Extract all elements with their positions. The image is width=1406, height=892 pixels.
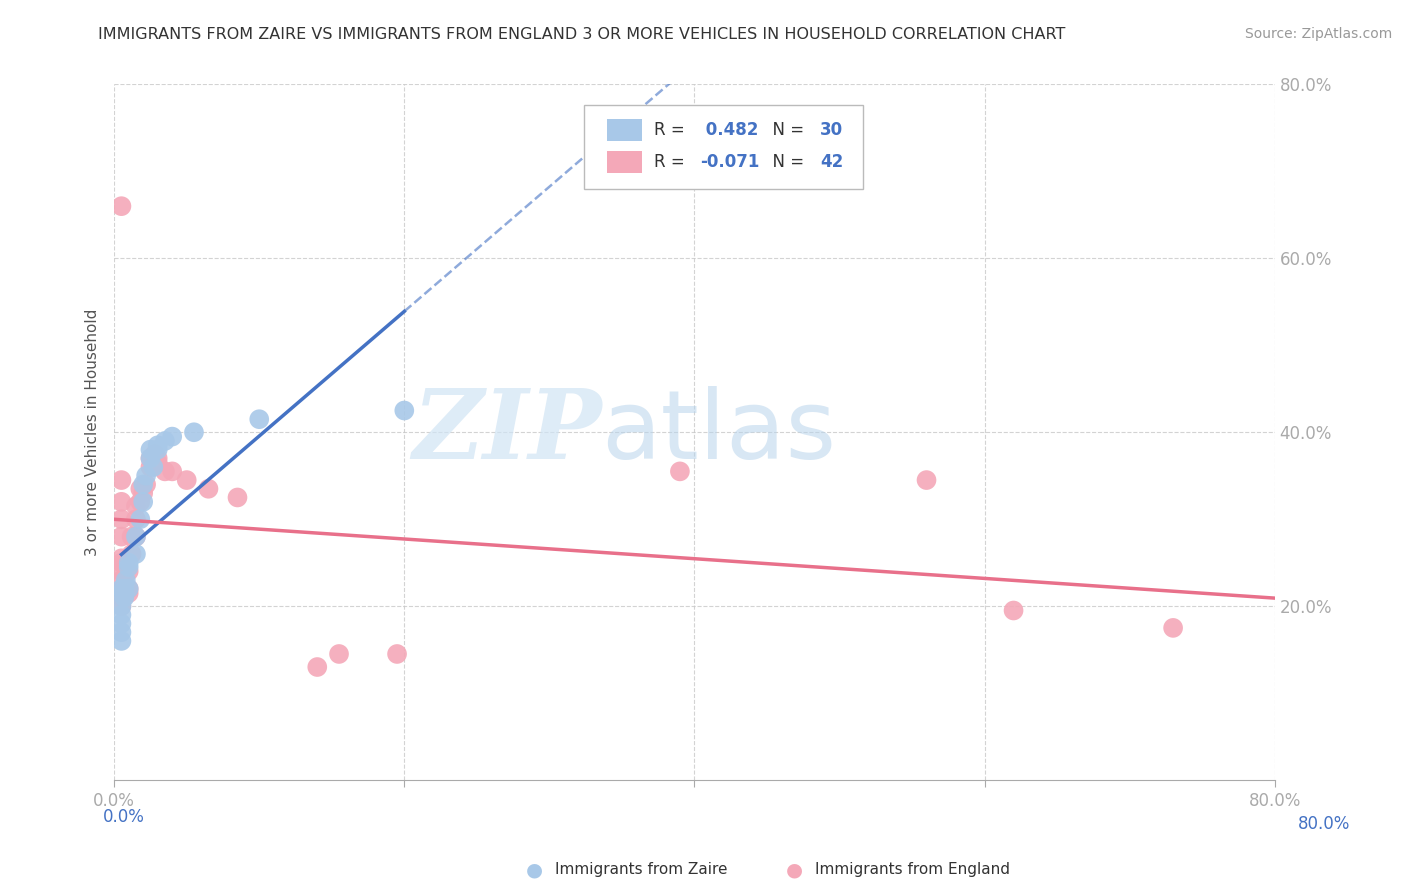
Text: Source: ZipAtlas.com: Source: ZipAtlas.com	[1244, 27, 1392, 41]
Point	[183, 425, 205, 440]
Point	[135, 468, 157, 483]
Point	[307, 660, 329, 674]
Point	[146, 438, 169, 452]
Text: IMMIGRANTS FROM ZAIRE VS IMMIGRANTS FROM ENGLAND 3 OR MORE VEHICLES IN HOUSEHOLD: IMMIGRANTS FROM ZAIRE VS IMMIGRANTS FROM…	[98, 27, 1066, 42]
Point	[1002, 603, 1025, 617]
Point	[110, 551, 132, 566]
Point	[129, 512, 152, 526]
Point	[110, 556, 132, 570]
Point	[110, 512, 132, 526]
Point	[110, 616, 132, 631]
Point	[110, 582, 132, 596]
Point	[139, 442, 162, 457]
FancyBboxPatch shape	[583, 105, 863, 189]
Text: N =: N =	[762, 153, 808, 171]
Y-axis label: 3 or more Vehicles in Household: 3 or more Vehicles in Household	[86, 309, 100, 556]
Point	[110, 582, 132, 596]
Text: Immigrants from England: Immigrants from England	[815, 863, 1011, 877]
Point	[110, 591, 132, 605]
Point	[915, 473, 938, 487]
Text: ●: ●	[786, 860, 803, 880]
Point	[110, 607, 132, 622]
Text: ●: ●	[526, 860, 543, 880]
Point	[142, 460, 165, 475]
Point	[146, 442, 169, 457]
Point	[110, 586, 132, 600]
Point	[125, 530, 148, 544]
Text: 0.482: 0.482	[700, 121, 759, 139]
Point	[197, 482, 219, 496]
Point	[110, 530, 132, 544]
Point	[146, 451, 169, 466]
Point	[176, 473, 198, 487]
Point	[110, 634, 132, 648]
Point	[110, 599, 132, 614]
Point	[125, 499, 148, 513]
Point	[1161, 621, 1184, 635]
Point	[669, 464, 692, 478]
Text: 80.0%: 80.0%	[1298, 814, 1350, 833]
Point	[110, 495, 132, 509]
Text: N =: N =	[762, 121, 808, 139]
Point	[112, 591, 135, 605]
Point	[132, 495, 155, 509]
Point	[226, 491, 249, 505]
Point	[118, 586, 141, 600]
Point	[112, 582, 135, 596]
Point	[139, 451, 162, 466]
Point	[247, 412, 270, 426]
Point	[328, 647, 350, 661]
Point	[121, 547, 143, 561]
Point	[114, 573, 136, 587]
Text: R =: R =	[654, 153, 690, 171]
Point	[121, 530, 143, 544]
Point	[139, 451, 162, 466]
Point	[118, 582, 141, 596]
FancyBboxPatch shape	[607, 120, 643, 142]
Text: Immigrants from Zaire: Immigrants from Zaire	[555, 863, 728, 877]
Point	[118, 565, 141, 579]
Text: ZIP: ZIP	[412, 385, 602, 479]
Point	[125, 547, 148, 561]
Point	[110, 565, 132, 579]
Point	[118, 582, 141, 596]
Point	[132, 486, 155, 500]
Point	[153, 434, 176, 448]
Point	[160, 429, 183, 443]
Point	[125, 530, 148, 544]
Point	[110, 573, 132, 587]
Text: 42: 42	[820, 153, 844, 171]
Point	[129, 495, 152, 509]
Point	[132, 477, 155, 491]
Point	[125, 512, 148, 526]
Text: -0.071: -0.071	[700, 153, 759, 171]
Text: R =: R =	[654, 121, 690, 139]
Text: 30: 30	[820, 121, 842, 139]
Point	[160, 464, 183, 478]
Point	[118, 556, 141, 570]
FancyBboxPatch shape	[607, 152, 643, 173]
Point	[110, 599, 132, 614]
Point	[135, 477, 157, 491]
Point	[143, 447, 166, 461]
Point	[385, 647, 408, 661]
Point	[118, 560, 141, 574]
Text: atlas: atlas	[602, 385, 837, 479]
Point	[129, 482, 152, 496]
Point	[139, 460, 162, 475]
Text: 0.0%: 0.0%	[103, 808, 145, 826]
Point	[394, 403, 416, 417]
Point	[153, 464, 176, 478]
Point	[110, 473, 132, 487]
Point	[112, 586, 135, 600]
Point	[146, 456, 169, 470]
Point	[110, 625, 132, 640]
Point	[110, 586, 132, 600]
Point	[110, 199, 132, 213]
